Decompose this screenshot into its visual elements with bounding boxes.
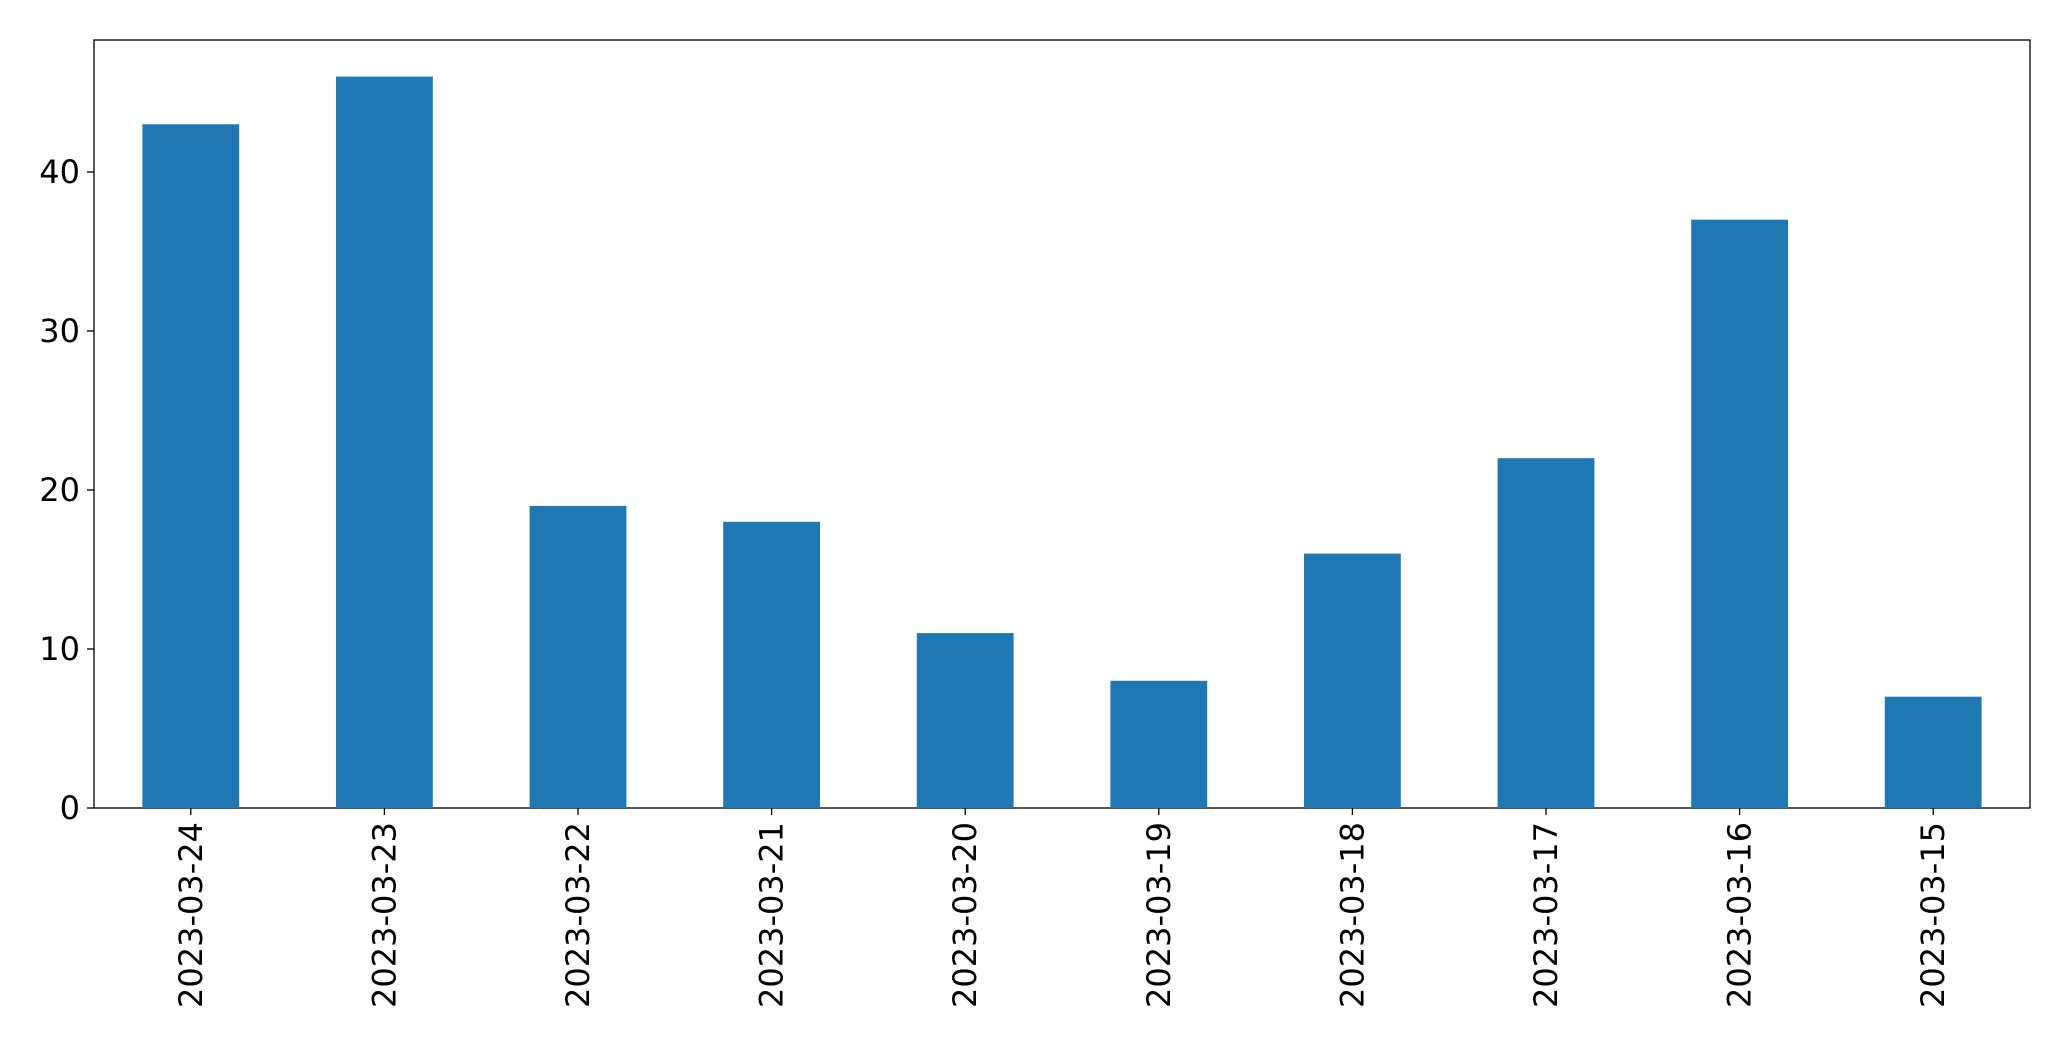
- x-tick-label: 2023-03-17: [1527, 822, 1565, 1008]
- y-tick-label: 30: [39, 312, 80, 350]
- bar: [723, 521, 820, 808]
- x-tick-label: 2023-03-24: [172, 822, 210, 1008]
- bar: [1497, 458, 1595, 808]
- x-tick-label: 2023-03-15: [1914, 822, 1952, 1008]
- y-tick-label: 0: [60, 789, 80, 827]
- bar: [529, 505, 627, 808]
- x-tick-label: 2023-03-23: [365, 822, 403, 1008]
- bar: [1691, 219, 1788, 809]
- y-tick-label: 20: [39, 471, 80, 509]
- bar: [1884, 696, 1982, 808]
- bar: [142, 124, 240, 808]
- y-tick-label: 10: [39, 630, 80, 668]
- x-tick-label: 2023-03-20: [946, 822, 984, 1008]
- bar: [336, 76, 433, 809]
- x-tick-label: 2023-03-18: [1333, 822, 1371, 1008]
- plot-frame: [93, 39, 2031, 809]
- x-tick-label: 2023-03-22: [559, 822, 597, 1008]
- x-tick-label: 2023-03-16: [1721, 822, 1759, 1008]
- bar: [1110, 680, 1208, 808]
- bar: [1304, 553, 1401, 808]
- x-tick-label: 2023-03-21: [753, 822, 791, 1008]
- x-tick-label: 2023-03-19: [1140, 822, 1178, 1008]
- y-tick-label: 40: [39, 153, 80, 191]
- bar: [916, 633, 1014, 808]
